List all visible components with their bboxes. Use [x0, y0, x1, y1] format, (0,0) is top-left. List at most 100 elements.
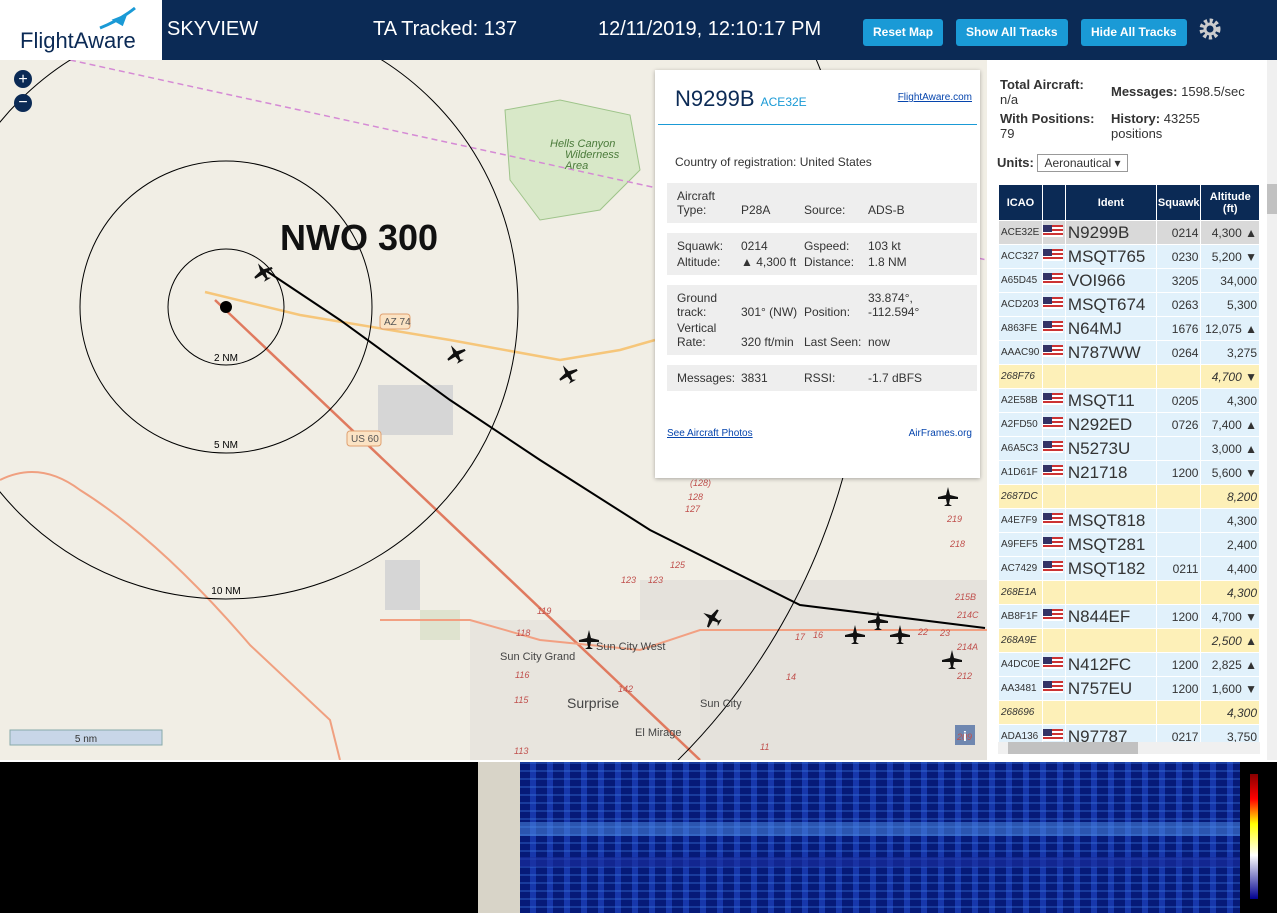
cell: 1200: [1155, 676, 1202, 701]
cell: A1D61F: [998, 460, 1043, 485]
units-select[interactable]: Aeronautical ▾: [1037, 154, 1128, 172]
settings-icon[interactable]: [1198, 17, 1222, 41]
place-label: Sun City West: [596, 641, 666, 653]
cell: 4,700 ▼: [1200, 604, 1260, 629]
aircraft-row[interactable]: AC7429 MSQT182 0211 4,400: [998, 556, 1260, 581]
flag-cell: [1041, 220, 1066, 245]
zoom-in[interactable]: [14, 70, 32, 88]
value: 43255 positions: [1111, 111, 1200, 141]
flag-cell: [1041, 700, 1066, 725]
icao: ACE32E: [760, 95, 807, 109]
label: Units:: [997, 155, 1034, 170]
country: Country of registration: United States: [675, 155, 872, 169]
field-value: P28A: [741, 203, 771, 217]
cell: 3205: [1155, 268, 1202, 293]
route-number: 11: [760, 742, 769, 752]
zoom-out[interactable]: [14, 94, 32, 112]
us-flag: [1042, 297, 1063, 309]
flag-cell: [1041, 556, 1066, 581]
flag-cell: [1041, 436, 1066, 461]
cell: MSQT182: [1064, 556, 1157, 581]
datetime: 12/11/2019, 12:10:17 PM: [598, 18, 822, 40]
field-label: RSSI:: [804, 371, 836, 385]
cell: [1064, 580, 1157, 605]
field-value: -1.7 dBFS: [868, 371, 923, 385]
cell: N787WW: [1064, 340, 1157, 365]
aircraft-row[interactable]: 268A9E 2,500 ▲: [998, 628, 1260, 653]
road-label: US 60: [351, 434, 379, 445]
cell: 0214: [1155, 220, 1202, 245]
cell: [1155, 580, 1202, 605]
show-tracks-button[interactable]: Show All Tracks: [956, 19, 1068, 46]
aircraft-row[interactable]: AA3481 N757EU 1200 1,600 ▼: [998, 676, 1260, 701]
header: FlightAware SKYVIEW TA Tracked: 137 12/1…: [0, 0, 1277, 60]
aircraft-row[interactable]: 268696 4,300: [998, 700, 1260, 725]
cell: A6A5C3: [998, 436, 1043, 461]
aircraft-row[interactable]: 2687DC 8,200: [998, 484, 1260, 509]
aircraft-popup: N9299B ACE32E FlightAware.com Country of…: [655, 70, 980, 478]
cell: MSQT11: [1064, 388, 1157, 413]
field-label: Messages:: [677, 371, 736, 385]
aircraft-row[interactable]: AB8F1F N844EF 1200 4,700 ▼: [998, 604, 1260, 629]
aircraft-row[interactable]: A863FE N64MJ 1676 12,075 ▲: [998, 316, 1260, 341]
scale-label: 5 nm: [75, 734, 97, 745]
aircraft-row[interactable]: 268E1A 4,300: [998, 580, 1260, 605]
photos-link[interactable]: See Aircraft Photos: [667, 428, 753, 439]
aircraft-row[interactable]: 268F76 4,700 ▼: [998, 364, 1260, 389]
reset-map-button[interactable]: Reset Map: [863, 19, 944, 46]
us-flag: [1042, 609, 1063, 621]
aircraft-row[interactable]: A65D45 VOI966 3205 34,000: [998, 268, 1260, 293]
flag-cell: [1041, 364, 1066, 389]
cell: N5273U: [1064, 436, 1157, 461]
aircraft-row[interactable]: A9FEF5 MSQT281 2,400: [998, 532, 1260, 557]
flightaware-link[interactable]: FlightAware.com: [897, 92, 972, 103]
total-aircraft: Total Aircraft: n/a: [1000, 77, 1110, 107]
aircraft-row[interactable]: ACD203 MSQT674 0263 5,300: [998, 292, 1260, 317]
field-label: Source:: [804, 203, 846, 217]
aircraft-row[interactable]: A2FD50 N292ED 0726 7,400 ▲: [998, 412, 1260, 437]
field-label: Last Seen:: [804, 335, 862, 349]
cell: 1,600 ▼: [1200, 676, 1260, 701]
cell: [1155, 532, 1202, 557]
scale-bar: [9, 729, 163, 746]
aircraft-row[interactable]: ACE32E N9299B 0214 4,300 ▲: [998, 220, 1260, 245]
aircraft-row[interactable]: AAAC90 N787WW 0264 3,275: [998, 340, 1260, 365]
cell: AB8F1F: [998, 604, 1043, 629]
logo-text: FlightAware: [20, 28, 136, 53]
aircraft-row[interactable]: A6A5C3 N5273U 3,000 ▲: [998, 436, 1260, 461]
svg-text:−: −: [18, 94, 27, 111]
hide-tracks-button[interactable]: Hide All Tracks: [1081, 19, 1187, 46]
column-header: Ident: [1064, 184, 1157, 221]
aircraft-table: ICAO Ident Squawk Altitude (ft) ACE32E N9299B…: [998, 184, 1260, 749]
cell: N757EU: [1064, 676, 1157, 701]
road-shield: [379, 313, 411, 330]
us-flag: [1042, 345, 1063, 357]
route-number: 212: [956, 671, 972, 681]
aircraft-row[interactable]: A1D61F N21718 1200 5,600 ▼: [998, 460, 1260, 485]
cell: N844EF: [1064, 604, 1157, 629]
aircraft-row[interactable]: ADA136 N97787 0217 3,750: [998, 724, 1260, 749]
us-flag: [1042, 729, 1063, 741]
route-number: 127: [685, 504, 701, 514]
cell: [1155, 628, 1202, 653]
field-label: Altitude:: [677, 255, 721, 269]
flag-cell: [1041, 532, 1066, 557]
aircraft-row[interactable]: ACC327 MSQT765 0230 5,200 ▼: [998, 244, 1260, 269]
flag-cell: [1041, 412, 1066, 437]
route-number: 218: [949, 539, 965, 549]
range-label: 10 NM: [211, 586, 240, 597]
flag-cell: [1041, 340, 1066, 365]
field-value: ▲ 4,300 ft: [741, 255, 797, 269]
info-button[interactable]: [955, 725, 975, 745]
cell: 0230: [1155, 244, 1202, 269]
cell: 5,200 ▼: [1200, 244, 1260, 269]
aircraft-row[interactable]: A4DC0E N412FC 1200 2,825 ▲: [998, 652, 1260, 677]
route-number: 142: [618, 684, 633, 694]
cell: 1676: [1155, 316, 1202, 341]
field-label: Distance:: [804, 255, 855, 269]
logo[interactable]: FlightAware: [0, 0, 162, 60]
aircraft-row[interactable]: A4E7F9 MSQT818 4,300: [998, 508, 1260, 533]
aircraft-row[interactable]: A2E58B MSQT11 0205 4,300: [998, 388, 1260, 413]
info-group: Squawk: 0214 Gspeed: 103 kt Altitude: ▲ 4,300…: [667, 233, 977, 275]
airframes-link[interactable]: AirFrames.org: [908, 428, 972, 439]
